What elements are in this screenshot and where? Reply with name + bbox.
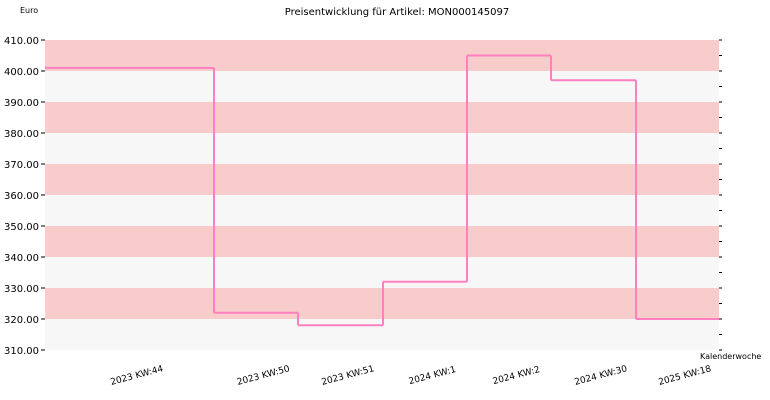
band-3 bbox=[45, 226, 719, 257]
background-bands bbox=[45, 40, 719, 350]
x-tick-label: 2023 KW:44 bbox=[110, 364, 165, 388]
y-tick-label: 350.00 bbox=[4, 222, 39, 233]
y-tick-label: 320.00 bbox=[4, 315, 39, 326]
y-tick-label: 360.00 bbox=[4, 191, 39, 202]
x-tick-label: 2025 KW:18 bbox=[658, 364, 713, 388]
x-tick-label: 2023 KW:50 bbox=[236, 364, 291, 388]
y-tick-label: 410.00 bbox=[4, 36, 39, 47]
y-tick-label: 400.00 bbox=[4, 67, 39, 78]
x-tick-label: 2023 KW:51 bbox=[321, 364, 376, 388]
x-tick-label: 2024 KW:2 bbox=[492, 365, 541, 387]
band-8 bbox=[45, 71, 719, 102]
x-tick-label: 2024 KW:30 bbox=[574, 364, 629, 388]
series-layer bbox=[45, 54, 719, 327]
x-axis-label: Kalenderwoche bbox=[700, 352, 761, 361]
y-tick-label: 370.00 bbox=[4, 160, 39, 171]
chart-title: Preisentwicklung für Artikel: MON0001450… bbox=[285, 7, 509, 18]
band-6 bbox=[45, 133, 719, 164]
y-tick-label: 330.00 bbox=[4, 284, 39, 295]
y-axis-label: Euro bbox=[20, 6, 38, 15]
y-tick-label: 390.00 bbox=[4, 98, 39, 109]
y-tick-label: 340.00 bbox=[4, 253, 39, 264]
y-axis: 310.00 320.00 330.00 340.00 350.00 360.00 370.… bbox=[4, 36, 45, 357]
y-tick-label: 380.00 bbox=[4, 129, 39, 140]
band-9 bbox=[45, 40, 719, 71]
x-tick-label: 2024 KW:1 bbox=[408, 365, 457, 387]
band-7 bbox=[45, 102, 719, 133]
x-axis: 2023 KW:44 2023 KW:50 2023 KW:51 2024 KW:1 2… bbox=[110, 364, 713, 388]
right-minor-ticks bbox=[719, 39, 722, 351]
y-tick-label: 310.00 bbox=[4, 346, 39, 357]
band-5 bbox=[45, 164, 719, 195]
band-4 bbox=[45, 195, 719, 226]
